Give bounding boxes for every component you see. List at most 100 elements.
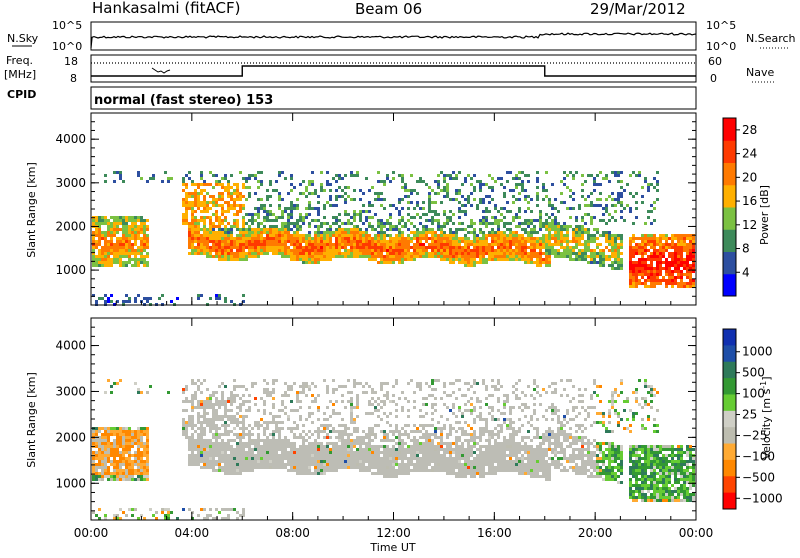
heatmap-cell bbox=[224, 231, 227, 234]
heatmap-cell bbox=[116, 448, 119, 451]
heatmap-cell bbox=[290, 240, 293, 243]
heatmap-cell bbox=[398, 246, 401, 249]
heatmap-cell bbox=[635, 261, 638, 264]
heatmap-cell bbox=[671, 258, 674, 261]
heatmap-cell bbox=[275, 379, 278, 382]
heatmap-cell bbox=[122, 439, 125, 442]
heatmap-cell bbox=[383, 412, 386, 415]
heatmap-cell bbox=[602, 261, 605, 264]
heatmap-cell bbox=[239, 436, 242, 439]
heatmap-cell bbox=[110, 294, 113, 297]
heatmap-cell bbox=[680, 261, 683, 264]
heatmap-cell bbox=[659, 282, 662, 285]
heatmap-cell bbox=[101, 442, 104, 445]
heatmap-cell bbox=[482, 222, 485, 225]
heatmap-cell bbox=[347, 255, 350, 258]
heatmap-cell bbox=[662, 252, 665, 255]
heatmap-cell bbox=[542, 189, 545, 192]
heatmap-cell bbox=[251, 213, 254, 216]
heatmap-cell bbox=[239, 451, 242, 454]
heatmap-cell bbox=[215, 252, 218, 255]
heatmap-cell bbox=[359, 243, 362, 246]
heatmap-cell bbox=[98, 228, 101, 231]
heatmap-cell bbox=[320, 451, 323, 454]
heatmap-cell bbox=[452, 171, 455, 174]
heatmap-cell bbox=[404, 397, 407, 400]
heatmap-cell bbox=[134, 430, 137, 433]
heatmap-cell bbox=[113, 457, 116, 460]
heatmap-cell bbox=[212, 427, 215, 430]
heatmap-cell bbox=[236, 210, 239, 213]
heatmap-cell bbox=[482, 258, 485, 261]
heatmap-cell bbox=[398, 397, 401, 400]
heatmap-cell bbox=[326, 252, 329, 255]
heatmap-cell bbox=[620, 186, 623, 189]
heatmap-cell bbox=[326, 231, 329, 234]
heatmap-cell bbox=[644, 264, 647, 267]
heatmap-cell bbox=[92, 433, 95, 436]
heatmap-cell bbox=[518, 177, 521, 180]
heatmap-cell bbox=[644, 261, 647, 264]
heatmap-cell bbox=[320, 231, 323, 234]
heatmap-cell bbox=[620, 267, 623, 270]
heatmap-cell bbox=[392, 394, 395, 397]
heatmap-cell bbox=[620, 171, 623, 174]
heatmap-cell bbox=[185, 216, 188, 219]
power-colorbar-label-0: 4 bbox=[742, 265, 750, 279]
heatmap-cell bbox=[269, 231, 272, 234]
heatmap-cell bbox=[398, 430, 401, 433]
heatmap-cell bbox=[302, 472, 305, 475]
heatmap-cell bbox=[317, 427, 320, 430]
heatmap-cell bbox=[521, 171, 524, 174]
heatmap-cell bbox=[554, 216, 557, 219]
heatmap-cell bbox=[308, 183, 311, 186]
heatmap-cell bbox=[377, 472, 380, 475]
heatmap-cell bbox=[302, 192, 305, 195]
heatmap-cell bbox=[215, 415, 218, 418]
heatmap-cell bbox=[386, 255, 389, 258]
heatmap-cell bbox=[206, 457, 209, 460]
heatmap-cell bbox=[611, 198, 614, 201]
heatmap-cell bbox=[239, 445, 242, 448]
heatmap-cell bbox=[128, 457, 131, 460]
heatmap-cell bbox=[221, 237, 224, 240]
heatmap-cell bbox=[104, 460, 107, 463]
heatmap-cell bbox=[224, 243, 227, 246]
heatmap-cell bbox=[293, 433, 296, 436]
heatmap-cell bbox=[224, 427, 227, 430]
heatmap-cell bbox=[284, 240, 287, 243]
heatmap-cell bbox=[272, 234, 275, 237]
heatmap-cell bbox=[254, 192, 257, 195]
heatmap-cell bbox=[134, 463, 137, 466]
heatmap-cell bbox=[641, 282, 644, 285]
heatmap-cell bbox=[128, 225, 131, 228]
heatmap-cell bbox=[503, 231, 506, 234]
heatmap-cell bbox=[458, 252, 461, 255]
heatmap-cell bbox=[311, 454, 314, 457]
heatmap-cell bbox=[284, 463, 287, 466]
heatmap-cell bbox=[200, 466, 203, 469]
heatmap-cell bbox=[257, 234, 260, 237]
heatmap-cell bbox=[668, 246, 671, 249]
heatmap-cell bbox=[242, 427, 245, 430]
heatmap-cell bbox=[491, 177, 494, 180]
heatmap-cell bbox=[260, 445, 263, 448]
heatmap-cell bbox=[245, 180, 248, 183]
heatmap-cell bbox=[140, 228, 143, 231]
heatmap-cell bbox=[521, 255, 524, 258]
heatmap-cell bbox=[599, 243, 602, 246]
heatmap-cell bbox=[101, 463, 104, 466]
heatmap-cell bbox=[494, 255, 497, 258]
heatmap-cell bbox=[122, 463, 125, 466]
heatmap-cell bbox=[272, 415, 275, 418]
heatmap-cell bbox=[320, 246, 323, 249]
heatmap-cell bbox=[104, 240, 107, 243]
heatmap-cell bbox=[506, 252, 509, 255]
heatmap-cell bbox=[356, 234, 359, 237]
heatmap-cell bbox=[413, 400, 416, 403]
heatmap-cell bbox=[650, 255, 653, 258]
heatmap-cell bbox=[371, 249, 374, 252]
heatmap-cell bbox=[383, 439, 386, 442]
heatmap-cell bbox=[209, 406, 212, 409]
heatmap-cell bbox=[449, 246, 452, 249]
